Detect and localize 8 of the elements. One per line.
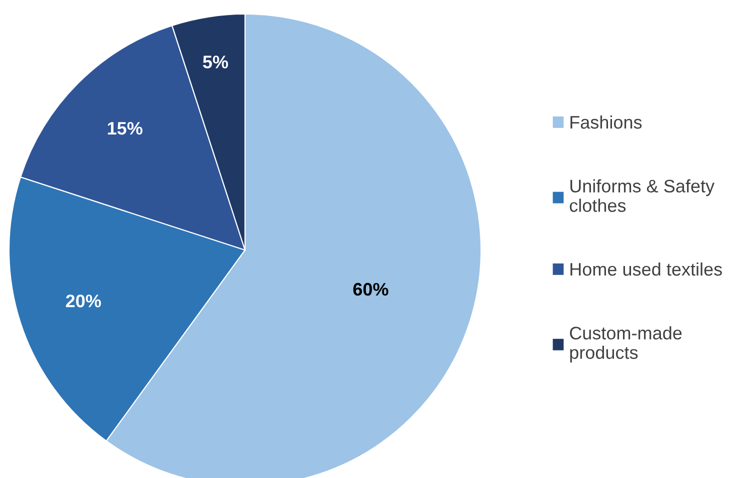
legend-label: Fashions [570,115,642,129]
legend-label: Uniforms & Safety clothes [570,179,715,212]
data-label: 5% [202,56,228,68]
legend-label: Custom-made products [570,326,682,363]
legend-label: Home used textiles [570,262,722,276]
data-label: 60% [353,282,388,296]
data-label: 20% [66,294,101,308]
data-label: 15% [108,122,142,135]
